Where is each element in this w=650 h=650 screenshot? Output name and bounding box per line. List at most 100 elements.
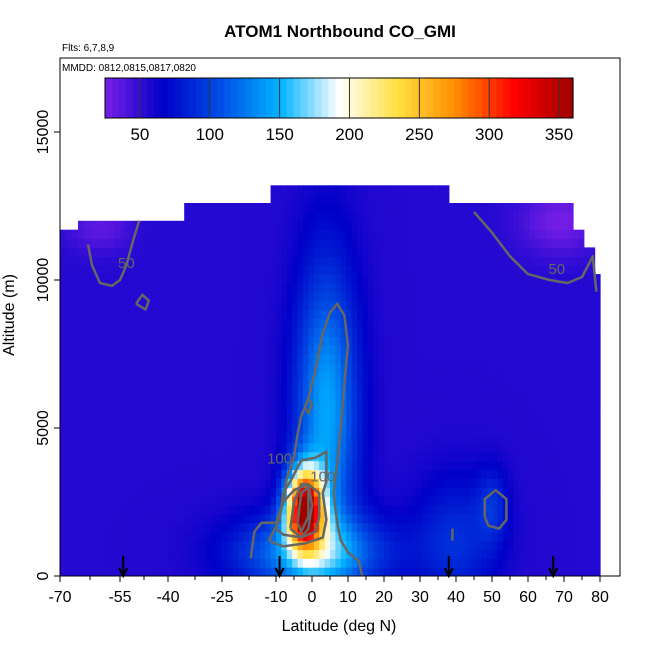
heatmap-cell (276, 256, 282, 266)
heatmap-cell (114, 283, 121, 293)
x-tick-label: -40 (156, 589, 179, 606)
heatmap-cell (139, 309, 145, 320)
heatmap-cell (502, 425, 509, 435)
heatmap-cell (243, 398, 250, 408)
heatmap-cell (313, 469, 320, 479)
heatmap-cell (265, 318, 272, 328)
colorbar-swatch (433, 78, 441, 118)
heatmap-cell (481, 371, 488, 382)
heatmap-cell (270, 522, 277, 533)
heatmap-cell (108, 291, 115, 302)
heatmap-cell (90, 380, 97, 391)
heatmap-cell (281, 211, 288, 222)
heatmap-cell (578, 425, 585, 435)
heatmap-cell (465, 380, 471, 391)
heatmap-cell (529, 487, 536, 497)
heatmap-cell (270, 238, 277, 249)
heatmap-cell (481, 354, 488, 364)
heatmap-cell (340, 194, 347, 204)
heatmap-cell (84, 345, 91, 355)
heatmap-cell (454, 238, 461, 249)
heatmap-cell (178, 371, 185, 382)
heatmap-cell (346, 220, 353, 231)
heatmap-cell (184, 203, 191, 213)
heatmap-cell (232, 478, 239, 488)
heatmap-cell (475, 442, 482, 453)
heatmap-cell (335, 513, 342, 524)
heatmap-cell (108, 371, 115, 382)
heatmap-cell (438, 496, 444, 506)
heatmap-cell (148, 407, 155, 417)
heatmap-cell (222, 238, 228, 249)
heatmap-cell (108, 522, 115, 533)
heatmap-cell (211, 487, 218, 497)
heatmap-cell (465, 425, 471, 435)
heatmap-cell (303, 345, 309, 355)
heatmap-cell (129, 531, 135, 542)
heatmap-cell (411, 540, 417, 550)
heatmap-cell (340, 433, 347, 444)
heatmap-cell (384, 194, 390, 204)
heatmap-cell (454, 291, 461, 302)
heatmap-cell (529, 203, 536, 213)
heatmap-cell (497, 371, 504, 382)
heatmap-cell (158, 416, 164, 426)
heatmap-cell (254, 407, 261, 417)
heatmap-cell (184, 318, 191, 328)
heatmap-cell (178, 398, 185, 408)
heatmap-cell (470, 354, 477, 364)
heatmap-cell (448, 442, 455, 453)
heatmap-cell (454, 433, 461, 444)
heatmap-cell (60, 460, 67, 471)
heatmap-cell (158, 505, 164, 515)
heatmap-cell (178, 549, 185, 559)
heatmap-cell (529, 345, 536, 355)
heatmap-cell (205, 513, 212, 524)
heatmap-cell (486, 256, 493, 266)
heatmap-cell (486, 425, 493, 435)
heatmap-cell (400, 389, 407, 399)
heatmap-cell (470, 300, 477, 311)
heatmap-cell (178, 522, 185, 533)
heatmap-cell (148, 425, 155, 435)
heatmap-cell (189, 505, 196, 515)
heatmap-cell (163, 265, 169, 275)
heatmap-cell (551, 389, 558, 399)
heatmap-cell (108, 469, 115, 479)
heatmap-cell (578, 442, 585, 453)
heatmap-cell (254, 309, 261, 320)
heatmap-cell (330, 558, 336, 568)
heatmap-cell (259, 300, 266, 311)
heatmap-cell (139, 220, 145, 231)
heatmap-cell (286, 496, 293, 506)
heatmap-cell (189, 469, 196, 479)
heatmap-cell (346, 478, 353, 488)
heatmap-cell (211, 425, 218, 435)
heatmap-cell (454, 345, 461, 355)
heatmap-cell (459, 496, 466, 506)
heatmap-cell (265, 247, 272, 257)
heatmap-cell (508, 318, 515, 328)
heatmap-cell (297, 433, 304, 444)
heatmap-cell (297, 345, 304, 355)
heatmap-cell (362, 371, 369, 382)
colorbar-swatch (126, 78, 134, 118)
heatmap-cell (508, 211, 515, 222)
heatmap-cell (297, 203, 304, 213)
heatmap-cell (330, 238, 336, 249)
heatmap-cell (389, 407, 396, 417)
heatmap-cell (319, 265, 326, 275)
heatmap-cell (459, 531, 466, 542)
contour-label: 100 (267, 451, 292, 468)
heatmap-cell (108, 309, 115, 320)
heatmap-cell (405, 513, 412, 524)
heatmap-cell (394, 558, 401, 568)
heatmap-cell (292, 274, 299, 284)
heatmap-cell (297, 220, 304, 231)
heatmap-cell (292, 362, 299, 373)
heatmap-cell (216, 211, 223, 222)
heatmap-cell (66, 380, 73, 391)
heatmap-cell (367, 211, 374, 222)
heatmap-cell (270, 540, 277, 550)
heatmap-cell (84, 371, 91, 382)
